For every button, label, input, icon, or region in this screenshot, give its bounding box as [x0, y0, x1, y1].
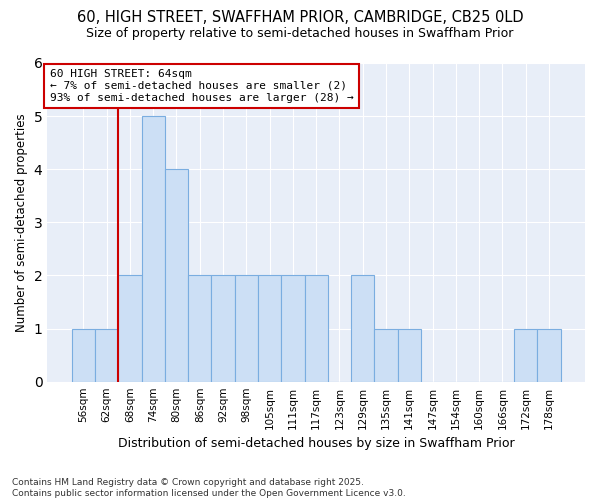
Text: Contains HM Land Registry data © Crown copyright and database right 2025.
Contai: Contains HM Land Registry data © Crown c…	[12, 478, 406, 498]
X-axis label: Distribution of semi-detached houses by size in Swaffham Prior: Distribution of semi-detached houses by …	[118, 437, 514, 450]
Text: 60 HIGH STREET: 64sqm
← 7% of semi-detached houses are smaller (2)
93% of semi-d: 60 HIGH STREET: 64sqm ← 7% of semi-detac…	[50, 70, 354, 102]
Bar	[537, 328, 560, 382]
Bar	[211, 276, 235, 382]
Text: Size of property relative to semi-detached houses in Swaffham Prior: Size of property relative to semi-detach…	[86, 28, 514, 40]
Bar	[165, 169, 188, 382]
Bar	[235, 276, 258, 382]
Bar	[305, 276, 328, 382]
Bar	[95, 328, 118, 382]
Bar	[118, 276, 142, 382]
Bar	[72, 328, 95, 382]
Bar	[258, 276, 281, 382]
Bar	[142, 116, 165, 382]
Bar	[188, 276, 211, 382]
Bar	[281, 276, 305, 382]
Bar	[514, 328, 537, 382]
Bar	[398, 328, 421, 382]
Y-axis label: Number of semi-detached properties: Number of semi-detached properties	[15, 113, 28, 332]
Bar	[351, 276, 374, 382]
Bar	[374, 328, 398, 382]
Text: 60, HIGH STREET, SWAFFHAM PRIOR, CAMBRIDGE, CB25 0LD: 60, HIGH STREET, SWAFFHAM PRIOR, CAMBRID…	[77, 10, 523, 25]
